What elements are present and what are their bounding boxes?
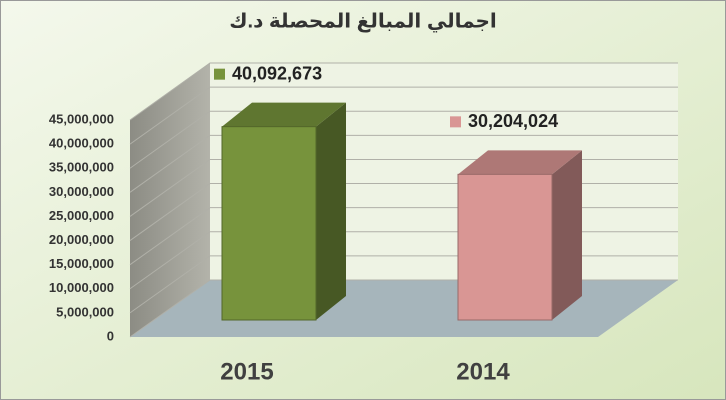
y-tick-label: 40,000,000 bbox=[49, 136, 114, 151]
value-label: 40,092,673 bbox=[232, 63, 322, 83]
bar-top bbox=[458, 150, 582, 175]
grid-line bbox=[129, 110, 678, 169]
bar-side bbox=[552, 150, 582, 320]
y-tick-label: 20,000,000 bbox=[49, 232, 114, 247]
y-tick-label: 25,000,000 bbox=[49, 208, 114, 223]
value-label: 30,204,024 bbox=[468, 111, 558, 131]
y-tick-label: 0 bbox=[107, 328, 114, 343]
x-tick-label: 2015 bbox=[220, 358, 273, 385]
x-tick-label: 2014 bbox=[456, 358, 510, 385]
y-tick-label: 45,000,000 bbox=[49, 111, 114, 126]
grid-line bbox=[129, 62, 678, 121]
y-tick-label: 35,000,000 bbox=[49, 160, 114, 175]
y-tick-label: 30,000,000 bbox=[49, 184, 114, 199]
value-label-marker bbox=[214, 68, 225, 80]
y-tick-label: 15,000,000 bbox=[49, 256, 114, 271]
chart-title: اجمالي المبالغ المحصلة د.ك bbox=[229, 10, 497, 33]
grid-line bbox=[129, 86, 678, 145]
grid-line bbox=[129, 134, 678, 193]
value-label-marker bbox=[450, 116, 461, 128]
y-tick-label: 10,000,000 bbox=[49, 280, 114, 295]
floor bbox=[130, 280, 678, 337]
bar-top bbox=[222, 102, 346, 127]
bar-side bbox=[316, 102, 346, 321]
y-tick-label: 5,000,000 bbox=[56, 304, 114, 319]
side-wall bbox=[130, 63, 210, 337]
bar bbox=[221, 126, 317, 321]
bar bbox=[457, 173, 553, 321]
